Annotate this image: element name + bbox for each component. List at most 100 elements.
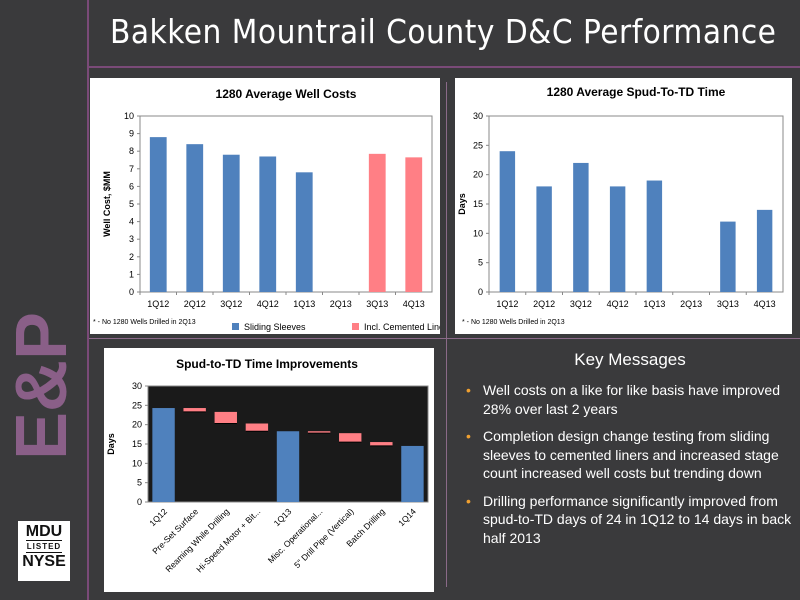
x-tick-label: 1Q13 [293,299,315,309]
x-tick-label: Hi-Speed Motor + Bit... [194,506,262,574]
well-costs-footnote: * - No 1280 Wells Drilled in 2Q13 [93,319,196,326]
x-tick-label: 4Q12 [607,299,629,309]
x-tick-label: 2Q12 [533,299,555,309]
bar-total [276,431,300,502]
key-message-item: Well costs on a like for like basis have… [466,381,796,418]
x-tick-label: Misc. Operational... [266,506,325,565]
y-axis-label: Well Cost, $MM [102,171,112,237]
nyse-logo: MDU LISTED NYSE [18,521,70,581]
spud-td-chart-panel: 1280 Average Spud-To-TD Time 0 5 10 15 20 25 30… [455,78,792,334]
bar [368,153,386,292]
improvements-chart-panel: Spud-to-TD Time Improvements 0 5 10 15 20 25 30… [104,348,434,592]
chart-title: 1280 Average Spud-To-TD Time [547,85,726,99]
bar [756,209,773,292]
key-message-item: Completion design change testing from sl… [466,427,796,483]
x-tick-label: 2Q13 [330,299,352,309]
y-tick-label: 5 [478,258,483,268]
bar [573,162,589,292]
bar [720,221,736,292]
divider-horizontal [89,338,800,339]
bar [405,157,423,292]
y-tick-label: 7 [129,164,134,174]
x-tick-label: 3Q12 [570,299,592,309]
chart-title: Spud-to-TD Time Improvements [176,357,358,371]
y-tick-label: 25 [132,400,142,410]
legend-label: Sliding Sleeves [244,322,306,332]
bar-step [245,423,269,432]
plot-area [488,115,784,293]
y-tick-label: 2 [129,252,134,262]
legend-label: Incl. Cemented Liners [364,322,440,332]
y-tick-label: 20 [132,420,142,430]
y-tick-label: 0 [478,287,483,297]
y-tick-label: 6 [129,181,134,191]
key-messages-title: Key Messages [574,350,686,369]
divider-vertical [446,82,447,587]
y-tick-label: 5 [129,199,134,209]
y-tick-label: 0 [137,497,142,507]
logo-nyse: NYSE [22,553,66,570]
x-tick-label: 1Q12 [496,299,518,309]
y-tick-label: 30 [473,111,483,121]
improvements-chart: Spud-to-TD Time Improvements 0 5 10 15 20 25 30… [106,357,429,574]
bar-total [401,445,424,502]
x-tick-label: 1Q12 [147,299,169,309]
accent-vline-left [87,0,89,600]
x-tick-label: 5" Drill Pipe (Vertical) [292,506,356,570]
y-tick-label: 5 [137,478,142,488]
y-tick-label: 9 [129,129,134,139]
bar [222,154,240,292]
y-tick-label: 20 [473,170,483,180]
y-tick-label: 10 [132,458,142,468]
y-tick-label: 3 [129,234,134,244]
bar [186,144,204,292]
y-axis-label: Days [457,193,467,215]
y-tick-label: 4 [129,217,134,227]
bar-step [339,433,362,443]
x-tick-label: 2Q12 [184,299,206,309]
y-tick-label: 15 [132,439,142,449]
y-tick-label: 10 [473,228,483,238]
chart-title: 1280 Average Well Costs [216,87,357,101]
x-tick-label: 3Q12 [220,299,242,309]
page-title: Bakken Mountrail County D&C Performance [110,12,777,51]
title-underline [89,66,800,68]
y-tick-label: 15 [473,199,483,209]
legend-swatch [232,323,239,330]
bar-total [152,408,175,502]
x-tick-label: 1Q12 [147,506,169,528]
well-costs-chart: 1280 Average Well Costs 0 1 2 3 4 5 6 7 8 9 10 Well … [102,87,452,332]
y-tick-label: 25 [473,140,483,150]
bar [609,186,626,292]
x-tick-label: 1Q14 [396,506,418,528]
bar-step [214,411,237,424]
logo-listed: LISTED [26,540,62,553]
well-costs-chart-panel: 1280 Average Well Costs 0 1 2 3 4 5 6 7 8 9 10 Well … [90,78,452,334]
ep-side-mark: E&P [4,312,82,460]
bar-step [307,431,331,434]
y-tick-label: 0 [129,287,134,297]
bar [499,151,516,292]
bar [295,172,313,292]
bar [536,186,552,292]
y-tick-label: 30 [132,381,142,391]
x-tick-label: 4Q12 [257,299,279,309]
logo-mdu: MDU [25,523,63,540]
y-tick-label: 10 [124,111,134,121]
x-tick-label: 2Q13 [680,299,702,309]
spud-td-footnote: * - No 1280 Wells Drilled in 2Q13 [462,319,565,326]
x-tick-label: 1Q13 [272,506,294,528]
bar [149,137,167,292]
x-tick-label: 1Q13 [643,299,665,309]
x-tick-label: 4Q13 [754,299,776,309]
y-axis-label: Days [106,433,116,455]
spud-td-chart: 1280 Average Spud-To-TD Time 0 5 10 15 20 25 30… [457,85,784,309]
bar [259,156,277,292]
key-messages-list: Well costs on a like for like basis have… [466,381,796,556]
x-tick-label: 3Q13 [366,299,388,309]
x-tick-label: 3Q13 [717,299,739,309]
plot-area [139,115,433,293]
bar [646,180,663,292]
y-tick-label: 8 [129,146,134,156]
y-tick-label: 1 [129,269,134,279]
